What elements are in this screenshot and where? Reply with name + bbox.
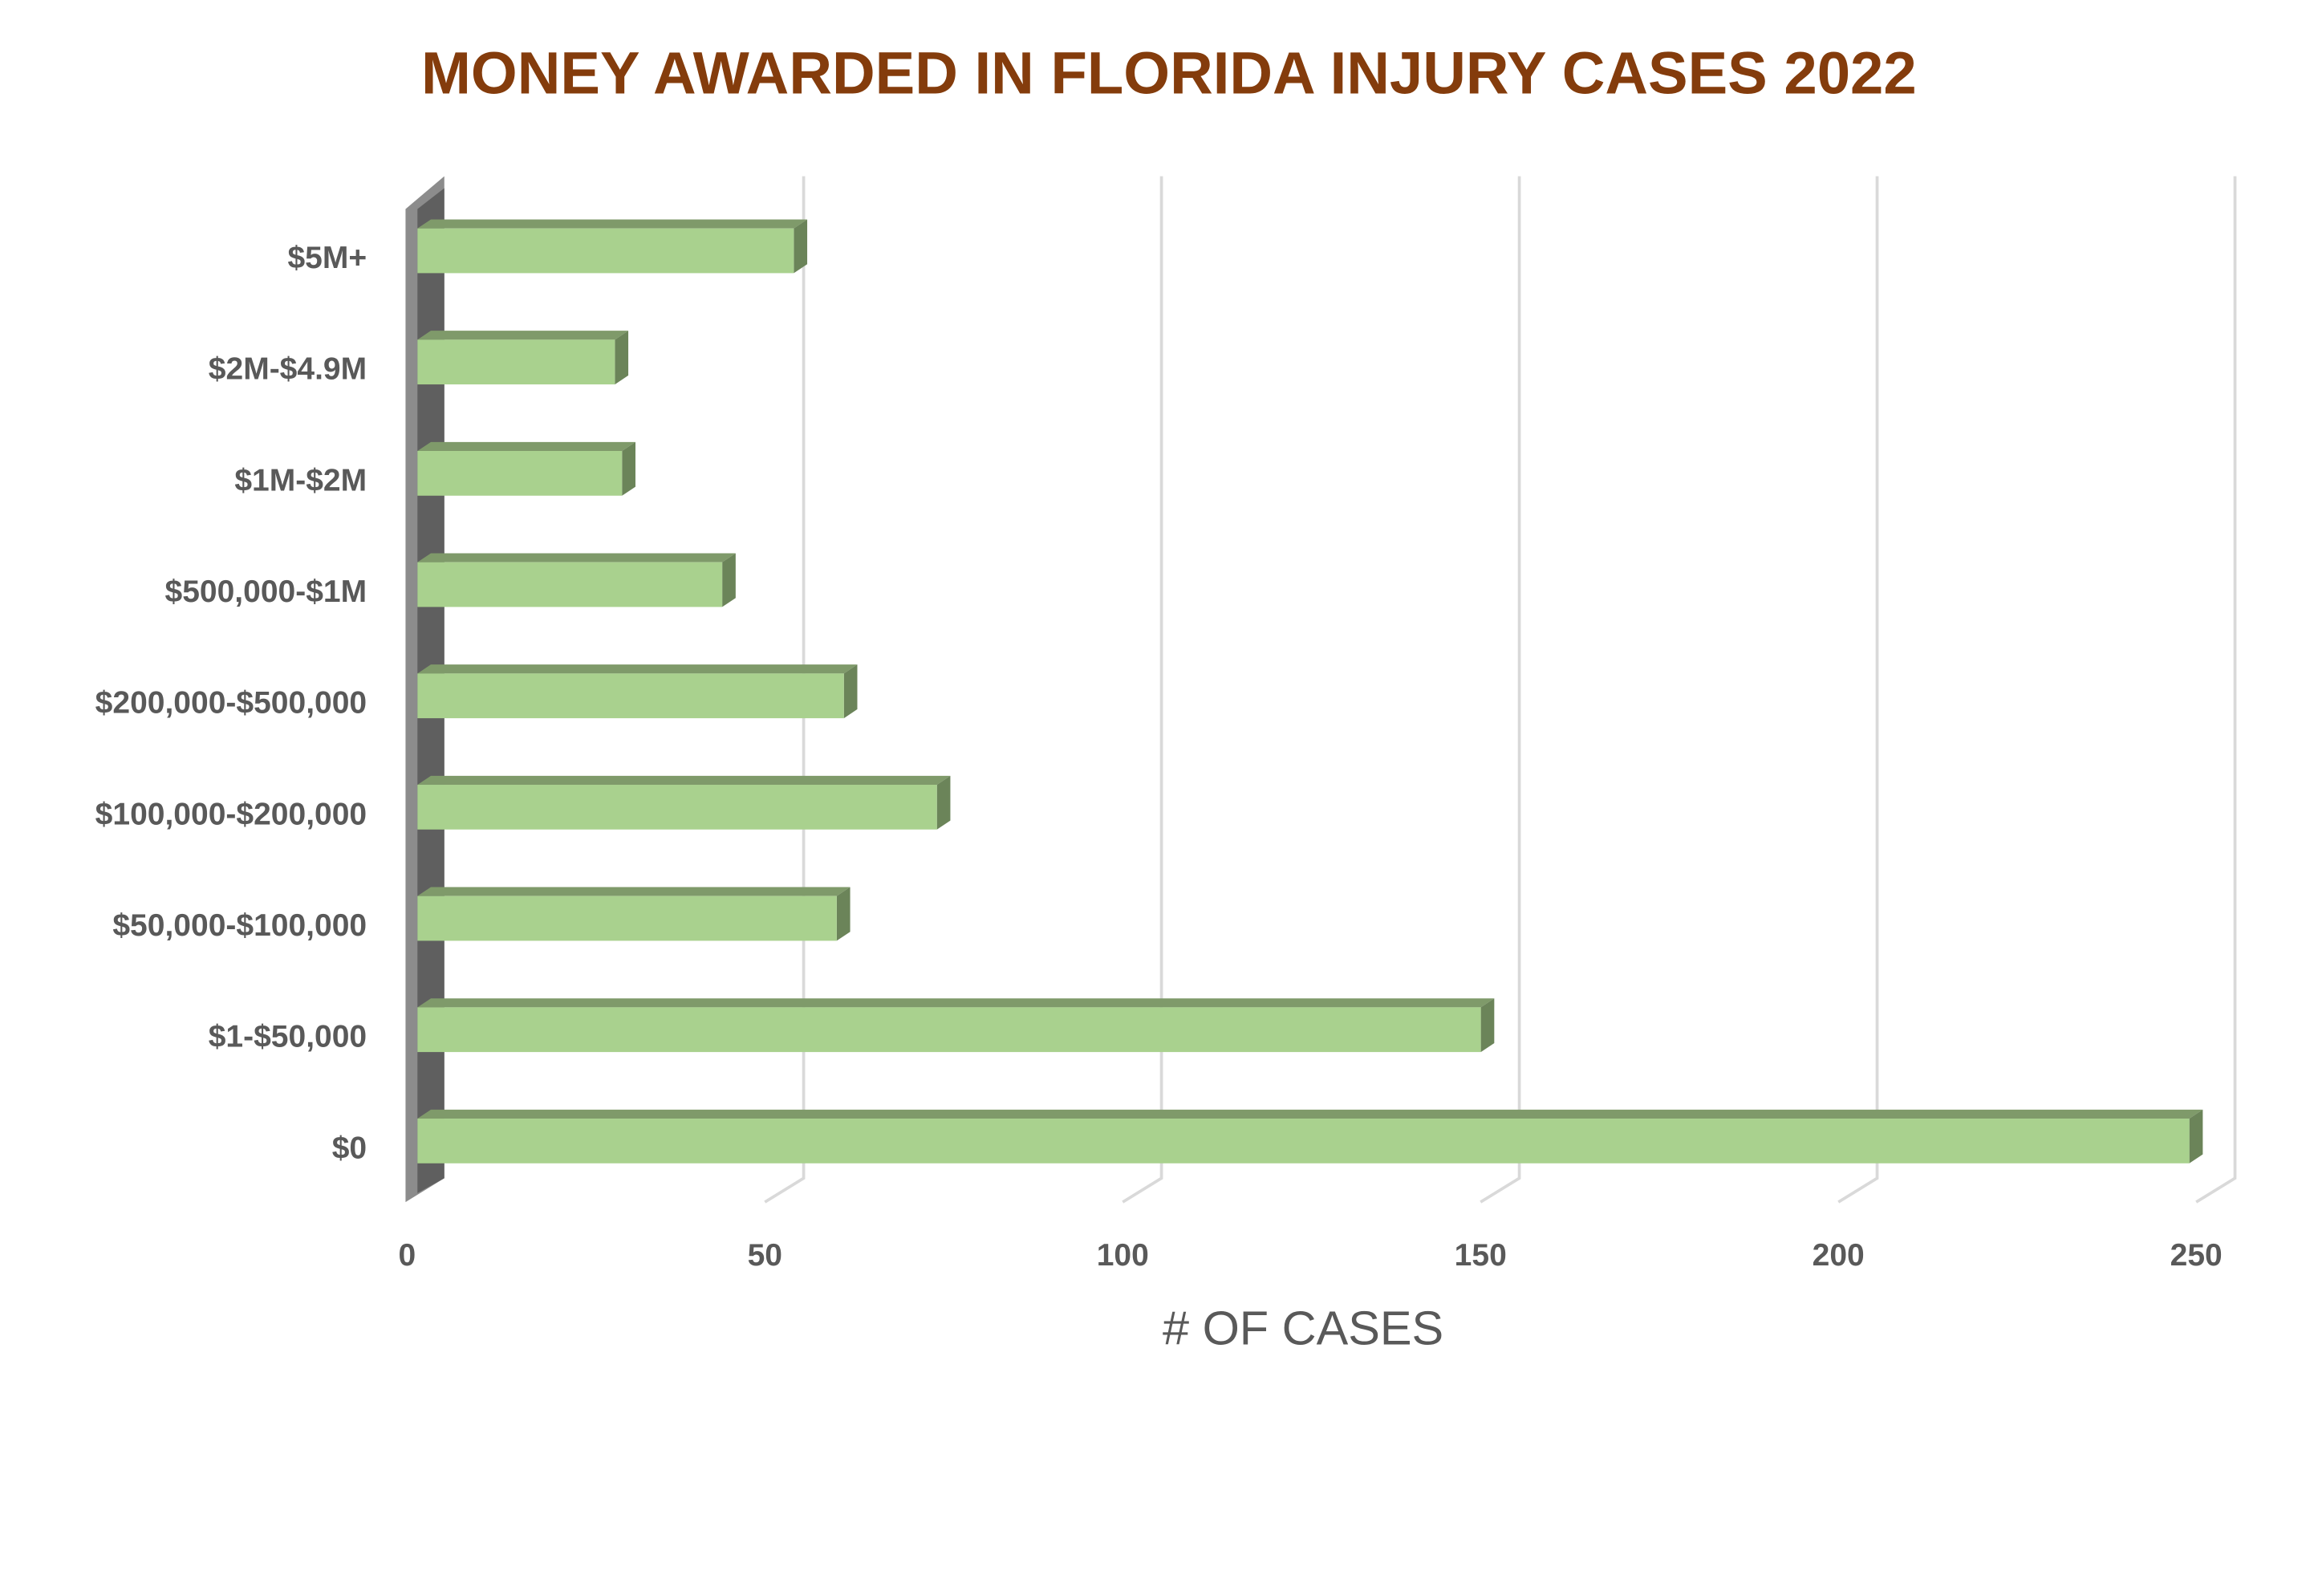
y-tick-label: $2M-$4.9M — [209, 352, 367, 387]
bar-top — [417, 998, 1495, 1008]
grid-line — [1122, 176, 1163, 1204]
bar-side — [615, 331, 629, 385]
x-tick-label: 100 — [1097, 1238, 1149, 1273]
bar-front — [417, 1007, 1481, 1053]
bar-front — [417, 895, 837, 941]
bar — [417, 998, 1495, 1053]
bar-side — [2189, 1109, 2203, 1163]
bar-top — [417, 441, 635, 451]
y-tick-label: $500,000-$1M — [165, 575, 367, 609]
bar — [417, 441, 635, 496]
x-axis-label: # OF CASES — [1163, 1301, 1443, 1354]
bar-front — [417, 562, 723, 607]
bar-front — [417, 339, 615, 385]
grid-line — [1480, 176, 1521, 1204]
y-tick-label: $5M+ — [287, 241, 367, 275]
x-tick-label: 150 — [1455, 1238, 1507, 1273]
bar-top — [417, 1109, 2203, 1119]
bar-top — [417, 887, 850, 896]
y-tick-label: $100,000-$200,000 — [95, 797, 367, 831]
bar — [417, 1109, 2203, 1163]
bar — [417, 219, 808, 274]
bar — [417, 331, 629, 385]
bar-front — [417, 1119, 2190, 1163]
y-tick-label: $1M-$2M — [234, 463, 367, 497]
bar-top — [417, 219, 808, 229]
bar-top — [417, 553, 736, 562]
bar-side — [836, 887, 850, 941]
bar-side — [843, 664, 858, 719]
x-tick-label: 0 — [398, 1238, 416, 1273]
grid-line — [2195, 176, 2237, 1204]
bar-side — [794, 219, 808, 274]
bar-front — [417, 785, 937, 830]
x-tick-label: 50 — [748, 1238, 782, 1273]
bar — [417, 664, 858, 719]
bar — [417, 887, 850, 941]
bar-side — [622, 441, 635, 496]
y-tick-label: $200,000-$500,000 — [95, 686, 367, 721]
bar-front — [417, 228, 794, 274]
bar — [417, 775, 951, 830]
bar — [417, 553, 736, 607]
grid-line — [764, 176, 806, 1204]
bar-top — [417, 331, 629, 340]
x-tick-label: 200 — [1813, 1238, 1865, 1273]
bar-side — [1480, 998, 1495, 1053]
x-tick-label: 250 — [2170, 1238, 2223, 1273]
bar-top — [417, 775, 951, 786]
grid-line — [1837, 176, 1879, 1204]
bar-front — [417, 673, 844, 719]
bar-front — [417, 450, 623, 496]
chart-title: MONEY AWARDED IN FLORIDA INJURY CASES 20… — [421, 40, 1917, 107]
y-tick-label: $50,000-$100,000 — [112, 908, 367, 943]
y-tick-label: $0 — [332, 1131, 367, 1165]
bar-side — [936, 775, 951, 830]
y-tick-label: $1-$50,000 — [209, 1020, 367, 1054]
bar-side — [722, 553, 736, 607]
bar-top — [417, 664, 858, 674]
